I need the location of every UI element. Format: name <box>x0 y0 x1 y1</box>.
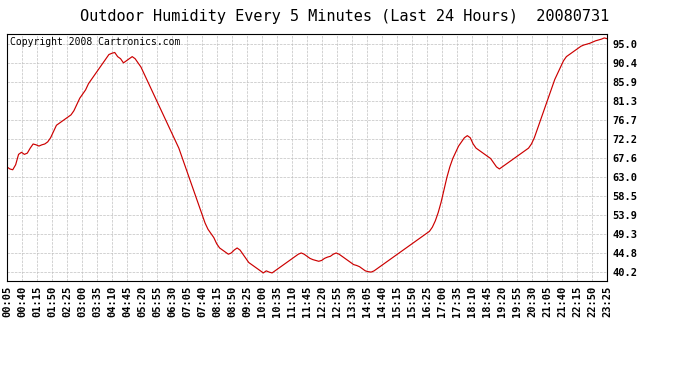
Text: Copyright 2008 Cartronics.com: Copyright 2008 Cartronics.com <box>10 38 180 48</box>
Text: Outdoor Humidity Every 5 Minutes (Last 24 Hours)  20080731: Outdoor Humidity Every 5 Minutes (Last 2… <box>80 9 610 24</box>
